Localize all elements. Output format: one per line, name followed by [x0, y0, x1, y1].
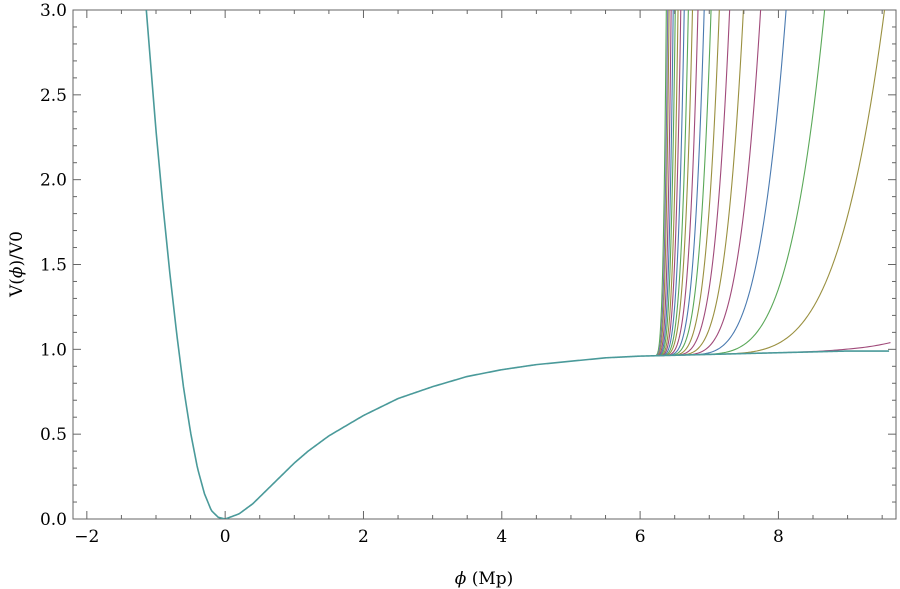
y-tick-label: 1.0 [40, 340, 67, 360]
y-tick-label: 2.5 [40, 86, 67, 106]
y-axis-prefix: V( [7, 278, 27, 298]
x-axis-symbol: ϕ [455, 569, 467, 589]
base-potential-curve [145, 10, 890, 519]
y-tick-label: 1.5 [40, 256, 67, 276]
x-tick-label: 0 [220, 527, 231, 547]
x-axis-title: ϕ (Mp) [455, 569, 514, 589]
curves-layer [145, 10, 891, 519]
branch-curve-14 [664, 10, 712, 357]
y-tick-label: 3.0 [40, 1, 67, 21]
y-tick-label: 2.0 [40, 171, 67, 191]
x-tick-label: 8 [773, 527, 784, 547]
y-axis-suffix: )/V0 [7, 231, 27, 266]
x-tick-label: 4 [496, 527, 507, 547]
tick-labels-layer: −2 0 2 4 6 8 0.0 0.5 1.0 1.5 2.0 2.5 3.0 [40, 1, 784, 547]
y-tick-label: 0.0 [40, 510, 67, 530]
y-tick-label: 0.5 [40, 425, 67, 445]
ticks-layer [73, 9, 896, 520]
branch-curve-17 [671, 10, 744, 356]
y-axis-title: V(ϕ)/V0 [7, 231, 27, 298]
plot-frame [72, 9, 897, 520]
branch-curve-1 [653, 10, 667, 357]
x-axis-unit: (Mp) [466, 569, 513, 589]
y-axis-symbol: ϕ [7, 266, 27, 278]
x-tick-label: 6 [635, 527, 646, 547]
x-tick-label: 2 [358, 527, 369, 547]
x-tick-label: −2 [74, 527, 99, 547]
